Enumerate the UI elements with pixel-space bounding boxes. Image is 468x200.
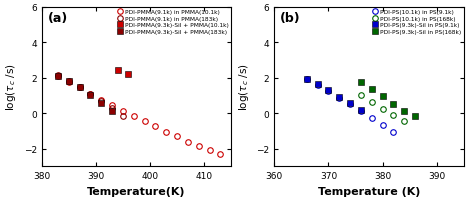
- X-axis label: Temperature (K): Temperature (K): [318, 186, 420, 196]
- Y-axis label: log($\tau_c$ /s): log($\tau_c$ /s): [237, 63, 251, 111]
- X-axis label: Temperature(K): Temperature(K): [87, 186, 186, 196]
- Legend: PDI-PMMA(9.1k) in PMMA(10.1k), PDI-PMMA(9.1k) in PMMA(183k), PDI-PMMA(9.3k)-Sil : PDI-PMMA(9.1k) in PMMA(10.1k), PDI-PMMA(…: [117, 9, 229, 35]
- Legend: PDI-PS(10.1k) in PS(9.1k), PDI-PS(10.1k) in PS(168k), PDI-PS(9.3k)-Sil in PS(9.1: PDI-PS(10.1k) in PS(9.1k), PDI-PS(10.1k)…: [372, 9, 462, 35]
- Text: (a): (a): [47, 12, 68, 25]
- Y-axis label: log($\tau_c$ /s): log($\tau_c$ /s): [4, 63, 18, 111]
- Text: (b): (b): [280, 12, 300, 25]
